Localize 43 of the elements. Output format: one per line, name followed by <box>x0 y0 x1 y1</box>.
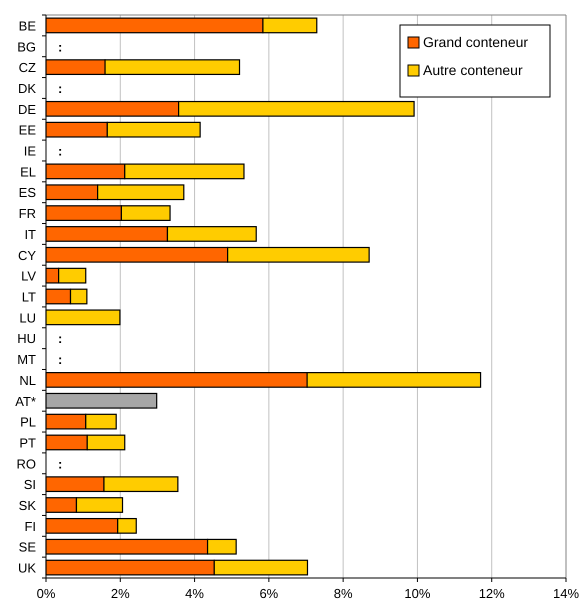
annotation: : <box>58 144 62 159</box>
x-tick-label: 4% <box>185 586 204 601</box>
annotation: : <box>58 80 62 96</box>
x-tick-label: 6% <box>259 586 279 601</box>
y-tick-label: UK <box>18 560 36 576</box>
y-tick-label: AT* <box>15 394 36 409</box>
y-tick-label: EE <box>18 122 36 138</box>
y-tick-label: DE <box>18 102 36 117</box>
y-tick-label: DK <box>18 80 36 96</box>
annotation: : <box>58 352 62 368</box>
y-tick-label: CZ <box>18 60 36 76</box>
y-tick-label: FI <box>24 518 36 534</box>
y-tick-label: PL <box>20 414 36 430</box>
x-tick-label: 2% <box>110 586 130 601</box>
y-tick-label: IE <box>24 144 36 159</box>
y-tick-label: IT <box>24 226 36 242</box>
annotation: : <box>58 456 62 472</box>
y-tick-label: LV <box>21 268 36 284</box>
annotation: : <box>58 39 62 54</box>
y-tick-label: SI <box>24 477 36 492</box>
x-tick-label: 10% <box>404 586 431 601</box>
x-tick-label: 0% <box>36 586 56 601</box>
y-tick-label: ES <box>18 185 36 200</box>
x-tick-label: 8% <box>334 586 353 601</box>
y-tick-label: LT <box>22 290 36 304</box>
y-tick-label: BG <box>17 39 36 54</box>
y-tick-label: SE <box>18 540 36 555</box>
y-tick-label: LU <box>19 310 36 326</box>
y-tick-label: MT <box>17 352 36 368</box>
y-tick-label: HU <box>17 331 36 346</box>
y-tick-label: BE <box>18 18 36 34</box>
legend-label: Grand conteneur <box>423 34 528 50</box>
x-tick-label: 14% <box>552 586 579 601</box>
y-tick-label: RO <box>16 456 36 472</box>
y-tick-label: FR <box>18 206 36 222</box>
y-tick-label: EL <box>20 164 36 180</box>
y-tick-label: CY <box>18 248 36 263</box>
y-tick-label: PT <box>19 435 36 450</box>
y-tick-label: NL <box>19 372 36 388</box>
y-tick-label: SK <box>18 498 36 514</box>
legend-label: Autre conteneur <box>423 62 523 78</box>
annotation: : <box>58 331 62 346</box>
x-tick-label: 12% <box>478 586 506 601</box>
